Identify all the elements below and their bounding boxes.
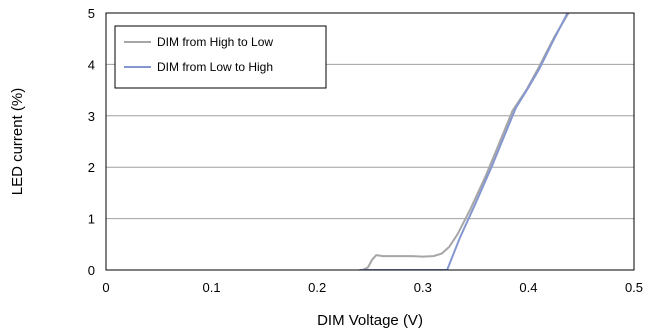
y-tick-label: 4 bbox=[88, 57, 95, 72]
series-line-1 bbox=[359, 13, 569, 270]
y-tick-label: 0 bbox=[88, 263, 95, 278]
series-line-0 bbox=[362, 13, 570, 270]
y-tick-label: 1 bbox=[88, 212, 95, 227]
x-tick-label: 0.2 bbox=[308, 280, 326, 295]
x-tick-label: 0.5 bbox=[625, 280, 643, 295]
tick-labels: 0 0.1 0.2 0.3 0.4 0.5 0 1 2 3 4 5 bbox=[88, 6, 643, 295]
y-tick-label: 3 bbox=[88, 109, 95, 124]
legend-label-high-to-low: DIM from High to Low bbox=[157, 35, 273, 49]
x-tick-label: 0.3 bbox=[414, 280, 432, 295]
x-tick-label: 0.1 bbox=[203, 280, 221, 295]
legend-box bbox=[114, 25, 327, 89]
legend: DIM from High to Low DIM from Low to Hig… bbox=[114, 25, 327, 89]
x-tick-label: 0 bbox=[102, 280, 109, 295]
legend-label-low-to-high: DIM from Low to High bbox=[157, 60, 273, 74]
y-tick-label: 2 bbox=[88, 160, 95, 175]
x-tick-label: 0.4 bbox=[519, 280, 537, 295]
plot-area-frame bbox=[105, 12, 635, 271]
x-axis-label: DIM Voltage (V) bbox=[317, 312, 423, 329]
y-tick-label: 5 bbox=[88, 6, 95, 21]
series-layer bbox=[359, 13, 570, 270]
y-axis-label: LED current (%) bbox=[9, 88, 26, 196]
